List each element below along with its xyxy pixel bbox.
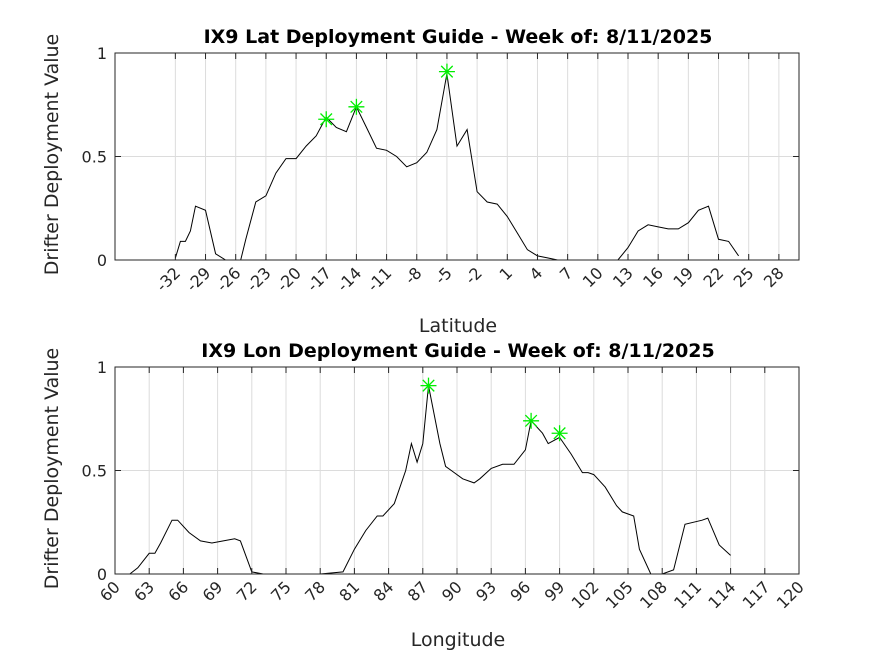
chart1-x-tick-label: 102 [568, 577, 603, 612]
chart1-marker [523, 412, 540, 429]
chart1-x-tick-label: 69 [199, 577, 227, 605]
chart0-marker [318, 111, 335, 128]
chart0-series-line [174, 73, 740, 261]
chart1-x-tick-label: 99 [541, 577, 569, 605]
chart0-x-tick-label: 13 [609, 263, 637, 291]
chart1-x-tick-label: 93 [472, 577, 500, 605]
chart0-x-tick-label: 16 [639, 263, 667, 291]
chart0-x-tick-label: 28 [760, 263, 788, 291]
chart0-x-tick-label: 7 [556, 263, 577, 284]
chart0-x-tick-label: -17 [303, 263, 335, 295]
chart0-x-tick-label: -14 [333, 263, 365, 295]
chart0-marker-stroke [350, 100, 363, 114]
chart1-x-tick-label: 108 [636, 577, 671, 612]
chart0: -32-29-26-23-20-17-14-11 -8 -5 -2 1 4 7 10 13 16 1… [41, 26, 800, 337]
chart0-y-tick-label: 0 [97, 251, 107, 270]
chart1-x-tick-label: 96 [506, 577, 534, 605]
chart0-x-tick-label: 10 [579, 263, 607, 291]
chart0-x-tick-label: 22 [700, 263, 728, 291]
chart1-y-tick-label: 0.5 [82, 462, 107, 481]
chart0-marker-stroke [320, 113, 333, 126]
chart0-x-tick-label: -32 [152, 263, 184, 295]
chart0-y-axis-label: Drifter Deployment Value [41, 34, 63, 276]
chart1-y-tick-label: 0 [97, 565, 107, 584]
chart0-x-tick-label: -11 [363, 263, 395, 295]
chart1-x-tick-label: 120 [773, 577, 808, 612]
chart0-x-tick-label: -29 [182, 263, 214, 295]
chart1-marker [420, 377, 437, 394]
chart1-title: IX9 Lon Deployment Guide - Week of: 8/11… [201, 340, 714, 362]
chart1-x-tick-label: 105 [602, 577, 637, 612]
chart1-series-line [129, 385, 731, 575]
chart0-x-tick-label: -5 [431, 263, 456, 288]
chart0-marker-stroke [440, 65, 454, 78]
chart0-x-axis-label: Latitude [419, 315, 497, 337]
chart0-x-tick-label: -26 [213, 263, 245, 295]
chart0-title: IX9 Lat Deployment Guide - Week of: 8/11… [204, 26, 713, 48]
chart0-marker [348, 98, 365, 115]
chart1-x-axis-label: Longitude [411, 629, 506, 651]
chart1-marker-stroke [553, 427, 566, 440]
chart1-x-tick-label: 117 [739, 577, 774, 612]
chart0-x-tick-label: -8 [401, 263, 426, 288]
chart1-x-tick-label: 75 [267, 577, 295, 605]
chart1-x-tick-label: 66 [164, 577, 192, 605]
chart1-x-tick-label: 87 [404, 577, 432, 605]
chart0-x-tick-label: -20 [273, 263, 305, 295]
chart1-y-axis-label: Drifter Deployment Value [41, 348, 63, 590]
chart1-marker-stroke [524, 414, 538, 428]
chart1-x-tick-label: 90 [438, 577, 466, 605]
chart1-marker-stroke [422, 379, 435, 392]
chart0-y-tick-label: 0.5 [82, 148, 107, 167]
chart1-marker [551, 425, 568, 442]
chart0-x-tick-label: -23 [243, 263, 275, 295]
chart1-x-tick-label: 81 [335, 577, 363, 605]
chart0-x-tick-label: 1 [495, 263, 516, 284]
chart0-x-tick-label: 19 [669, 263, 697, 291]
chart0-y-tick-label: 1 [97, 44, 107, 63]
chart0-x-tick-label: -2 [461, 263, 486, 288]
chart1: 60 63 66 69 72 75 78 81 84 87 90 93 96 99 102 105 108 111… [41, 340, 808, 651]
chart0-x-tick-label: 4 [526, 263, 547, 284]
chart1-x-tick-label: 72 [233, 577, 261, 605]
chart1-x-tick-label: 84 [370, 577, 398, 605]
chart0-x-tick-label: 25 [730, 263, 758, 291]
chart1-x-tick-label: 63 [130, 577, 158, 605]
chart0-marker [438, 63, 455, 80]
chart1-x-tick-label: 78 [301, 577, 329, 605]
chart1-x-tick-label: 111 [670, 577, 705, 612]
chart1-y-tick-label: 1 [97, 358, 107, 377]
chart1-x-tick-label: 114 [704, 577, 739, 612]
